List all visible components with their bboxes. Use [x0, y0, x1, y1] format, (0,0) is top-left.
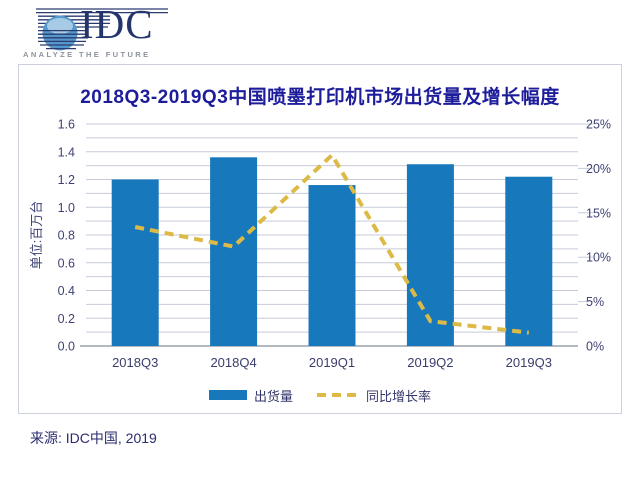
right-axis-tick: 10%: [586, 251, 611, 265]
legend-item-shipments: 出货量: [208, 386, 293, 405]
bar-2019Q3: [505, 176, 553, 346]
bar-2019Q2: [406, 164, 454, 346]
bar-2019Q1: [308, 185, 356, 346]
legend-label: 出货量: [253, 388, 293, 404]
logo-wordmark: IDC: [80, 1, 154, 47]
chart-plot: 0.0 0.2 0.4 0.6 0.8 1.0 1.2 1.4 1.6 0% 5% 10% 15% 20%…: [29, 118, 611, 371]
left-axis-tick: 0.6: [58, 256, 75, 270]
growth-rate-line: [134, 151, 530, 335]
left-axis-tick: 1.4: [58, 145, 75, 159]
idc-logo: IDC ANALYZE THE FUTURE: [22, 1, 192, 61]
chart-legend: 出货量 同比增长率: [19, 385, 621, 405]
left-axis-tick: 1.0: [58, 201, 75, 215]
left-axis-tick: 0.4: [58, 284, 75, 298]
bar-swatch-icon: [208, 390, 247, 400]
dashed-line-swatch-icon: [317, 393, 359, 397]
left-axis-tick: 0.2: [58, 312, 75, 326]
right-axis-tick: 15%: [586, 206, 611, 220]
left-axis-tick: 1.2: [58, 173, 75, 187]
right-axis-tick: 0%: [586, 340, 604, 354]
right-axis-tick: 25%: [586, 118, 611, 132]
left-axis-tick: 0.8: [58, 229, 75, 243]
right-axis-tick: 5%: [586, 295, 604, 309]
chart-title: 2018Q3-2019Q3中国喷墨打印机市场出货量及增长幅度: [80, 87, 560, 108]
bar-2018Q4: [210, 157, 258, 346]
left-axis-tick: 0.0: [58, 340, 75, 354]
legend-item-growth: 同比增长率: [317, 386, 431, 405]
y-axis-title: 单位:百万台: [29, 201, 44, 270]
legend-label: 同比增长率: [366, 388, 432, 404]
category-label: 2019Q3: [506, 355, 552, 370]
globe-icon: [36, 8, 168, 51]
right-axis-tick: 20%: [586, 162, 611, 176]
category-label: 2019Q1: [309, 355, 355, 370]
logo-tagline: ANALYZE THE FUTURE: [23, 50, 151, 59]
bar-2018Q3: [111, 179, 159, 346]
left-axis-tick: 1.6: [58, 118, 75, 132]
source-note: 来源: IDC中国, 2019: [30, 430, 157, 446]
category-label: 2019Q2: [407, 355, 453, 370]
category-label: 2018Q4: [210, 355, 256, 370]
category-label: 2018Q3: [112, 355, 158, 370]
chart-card: 2018Q3-2019Q3中国喷墨打印机市场出货量及增长幅度 0.0 0.2 0.4…: [18, 64, 622, 414]
